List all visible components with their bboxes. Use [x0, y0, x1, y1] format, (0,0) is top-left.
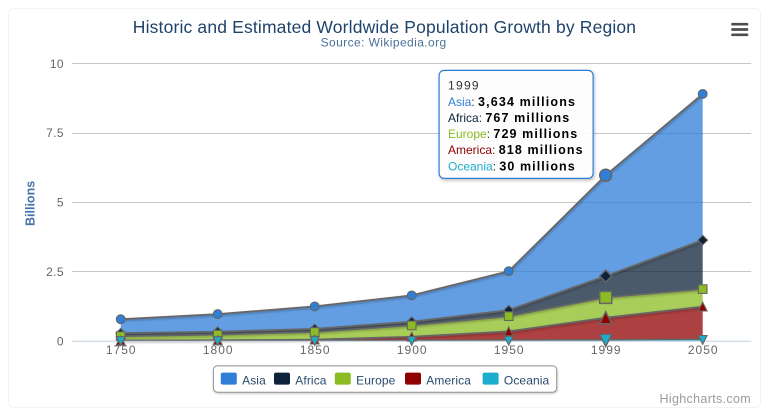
svg-text:1999: 1999	[591, 343, 622, 357]
svg-text:Billions: Billions	[23, 181, 37, 226]
svg-text:Highcharts.com: Highcharts.com	[660, 392, 751, 406]
svg-text:2.5: 2.5	[46, 265, 64, 279]
svg-text:1750: 1750	[106, 343, 137, 357]
svg-text:Europe: Europe	[356, 374, 396, 388]
svg-text:Oceania: 30 millions: Oceania: 30 millions	[448, 159, 576, 173]
svg-text:1950: 1950	[494, 343, 525, 357]
svg-text:Oceania: Oceania	[504, 374, 550, 388]
svg-text:Source: Wikipedia.org: Source: Wikipedia.org	[321, 36, 447, 50]
svg-text:America: America	[426, 374, 471, 388]
svg-text:Africa: Africa	[295, 374, 326, 388]
svg-text:7.5: 7.5	[46, 126, 64, 140]
svg-text:2050: 2050	[688, 343, 719, 357]
svg-text:1850: 1850	[300, 343, 331, 357]
svg-text:Africa: 767 millions: Africa: 767 millions	[448, 111, 570, 125]
svg-text:1900: 1900	[397, 343, 428, 357]
svg-text:1800: 1800	[203, 343, 234, 357]
svg-text:Asia: 3,634 millions: Asia: 3,634 millions	[448, 95, 576, 109]
svg-text:10: 10	[50, 57, 64, 71]
svg-text:5: 5	[57, 196, 64, 210]
svg-text:Historic and Estimated Worldwi: Historic and Estimated Worldwide Populat…	[133, 17, 636, 37]
svg-text:1999: 1999	[448, 78, 480, 92]
svg-text:0: 0	[57, 334, 64, 348]
svg-text:Europe: 729 millions: Europe: 729 millions	[448, 127, 578, 141]
svg-text:Asia: Asia	[242, 374, 266, 388]
svg-text:America: 818 millions: America: 818 millions	[448, 143, 584, 157]
